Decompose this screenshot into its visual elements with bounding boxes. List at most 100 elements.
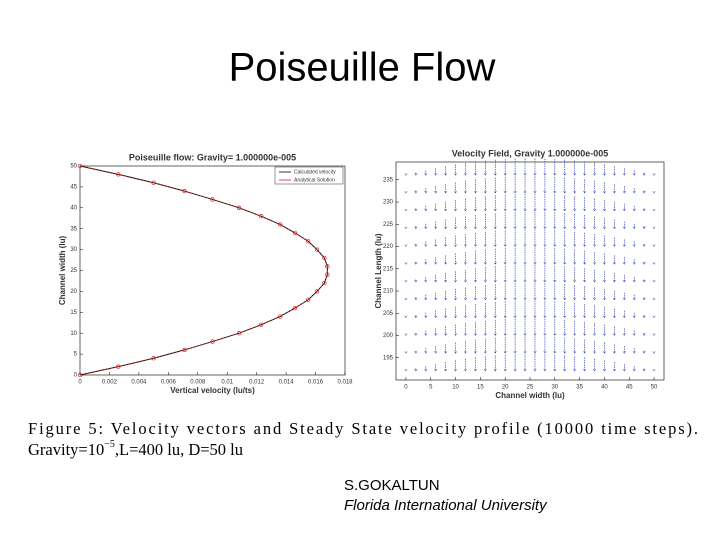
arrow-head <box>414 208 418 212</box>
arrow <box>543 336 547 354</box>
arrow-head <box>543 297 547 301</box>
arrow-head <box>493 351 497 354</box>
arrow <box>563 213 567 230</box>
arrow <box>553 354 557 372</box>
arrow <box>503 194 507 212</box>
arrow <box>583 321 587 336</box>
arrow-head <box>473 351 477 354</box>
arrow-head <box>493 368 497 372</box>
arrow-head <box>434 279 438 283</box>
arrow-head <box>493 244 497 248</box>
arrow-head <box>642 244 646 248</box>
arrow <box>493 248 497 265</box>
author-name: S.GOKALTUN <box>344 477 440 494</box>
arrow-head <box>513 297 517 301</box>
arrow <box>642 172 646 176</box>
arrow <box>612 219 616 230</box>
slide-title: Poiseuille Flow <box>229 46 496 90</box>
arrow <box>642 368 646 372</box>
arrow <box>593 216 596 230</box>
arrow-head <box>414 279 418 283</box>
arrow <box>414 368 418 372</box>
arrow-head <box>464 226 467 230</box>
arrow <box>632 188 636 194</box>
arrow <box>503 354 507 372</box>
arrow-head <box>593 208 596 212</box>
arrow <box>553 176 557 194</box>
arrow <box>454 217 457 230</box>
marker <box>77 163 83 169</box>
x-tick-label: 15 <box>477 385 484 391</box>
arrow-head <box>563 351 567 354</box>
plot-area <box>395 161 665 381</box>
arrow-head <box>603 333 606 336</box>
arrow <box>503 283 507 301</box>
arrow-head <box>493 191 497 194</box>
arrow-head <box>563 279 567 283</box>
arrow-head <box>583 262 587 265</box>
arrow-head <box>454 351 457 354</box>
arrow-head <box>642 226 646 230</box>
arrow <box>553 319 557 336</box>
arrow-head <box>652 368 656 372</box>
caption-part: Gravity=10 <box>28 440 104 459</box>
arrow <box>632 277 636 283</box>
arrow <box>593 162 596 176</box>
arrow-head <box>434 262 438 265</box>
arrow <box>553 248 557 265</box>
arrow <box>652 351 656 354</box>
arrow <box>464 269 467 283</box>
arrow <box>454 182 457 194</box>
x-tick-label: 5 <box>429 385 433 391</box>
arrow-head <box>434 333 438 336</box>
arrow <box>414 261 418 265</box>
arrow-head <box>553 173 557 176</box>
arrow <box>493 177 497 194</box>
arrow-head <box>404 297 408 301</box>
arrow <box>543 301 547 319</box>
arrow <box>603 271 606 283</box>
arrow-head <box>583 226 587 230</box>
arrow <box>523 229 527 248</box>
arrow <box>543 158 547 176</box>
marker <box>292 305 298 311</box>
arrow <box>454 235 457 248</box>
arrow <box>483 356 487 372</box>
marker <box>322 255 327 261</box>
arrow <box>583 268 587 283</box>
marker <box>325 272 330 277</box>
arrow-head <box>553 333 557 336</box>
arrow-head <box>473 333 477 336</box>
arrow-head <box>593 351 596 354</box>
arrow-head <box>533 297 537 301</box>
arrow-head <box>424 173 428 176</box>
arrow <box>513 229 517 248</box>
chart-title: Poiseuille flow: Gravity= 1.000000e-005 <box>129 152 296 162</box>
arrow <box>424 294 428 301</box>
arrow <box>464 358 467 372</box>
arrow-head <box>523 333 527 336</box>
arrow-head <box>404 226 408 230</box>
arrow <box>424 277 428 283</box>
arrow <box>543 265 547 283</box>
arrow <box>573 178 577 194</box>
arrow <box>454 342 457 354</box>
arrow-head <box>454 262 457 265</box>
x-tick-label: 0.014 <box>279 380 295 386</box>
arrow-head <box>503 244 507 248</box>
arrow-head <box>553 279 557 283</box>
arrow <box>622 221 626 230</box>
arrow <box>543 247 547 265</box>
arrow <box>483 231 487 248</box>
arrow-head <box>464 208 467 212</box>
arrow-head <box>444 173 448 176</box>
arrow-head <box>493 315 497 319</box>
arrow <box>632 205 636 212</box>
arrow <box>573 214 577 230</box>
x-tick-label: 0.01 <box>221 380 233 386</box>
arrow-head <box>593 333 596 336</box>
arrow <box>593 180 596 194</box>
arrow-head <box>523 368 527 372</box>
arrow-head <box>593 262 596 265</box>
arrow <box>464 251 467 265</box>
